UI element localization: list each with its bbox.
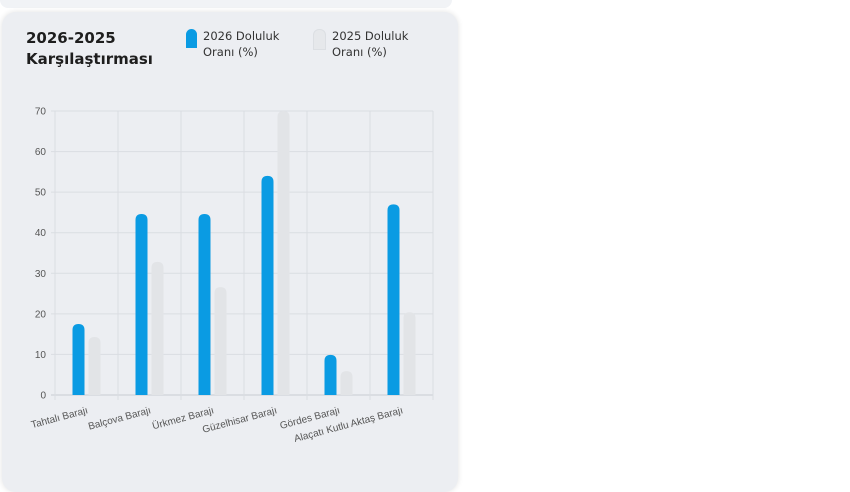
bar-2026 xyxy=(198,214,211,395)
legend-item-2026[interactable]: 2026 Doluluk Oranı (%) xyxy=(186,28,293,60)
chart-card xyxy=(2,12,458,492)
y-tick-label: 30 xyxy=(35,269,47,280)
bar-2025 xyxy=(151,261,164,395)
x-tick-label: Alaçatı Kutlu Aktaş Barajı xyxy=(293,405,404,445)
legend-item-2025[interactable]: 2025 Doluluk Oranı (%) xyxy=(313,28,422,60)
y-tick-label: 40 xyxy=(35,228,47,239)
bar-2025 xyxy=(340,371,353,395)
bar-2025 xyxy=(403,312,416,395)
x-tick-label: Balçova Barajı xyxy=(87,405,152,432)
y-tick-label: 70 xyxy=(35,107,47,118)
legend-label-2025: 2025 Doluluk Oranı (%) xyxy=(332,29,409,59)
bar-2025 xyxy=(277,111,290,395)
bar-2025 xyxy=(88,336,101,395)
y-tick-label: 50 xyxy=(35,188,47,199)
bar-2026 xyxy=(261,175,274,395)
bar-2026 xyxy=(135,214,148,395)
legend-swatch-2026 xyxy=(186,29,197,48)
bar-2026 xyxy=(324,354,337,395)
x-tick-label: Tahtalı Barajı xyxy=(30,405,89,431)
y-tick-label: 10 xyxy=(35,350,47,361)
previous-card-edge xyxy=(0,0,452,8)
bar-2026 xyxy=(387,204,400,395)
y-tick-label: 60 xyxy=(35,147,47,158)
legend-swatch-2025 xyxy=(313,29,326,50)
bar-2026 xyxy=(72,324,85,395)
y-tick-label: 0 xyxy=(40,391,46,402)
chart-title: 2026-2025 Karşılaştırması xyxy=(26,29,153,68)
y-tick-label: 20 xyxy=(35,309,47,320)
bar-2025 xyxy=(214,287,227,395)
legend-label-2026: 2026 Doluluk Oranı (%) xyxy=(203,29,280,59)
